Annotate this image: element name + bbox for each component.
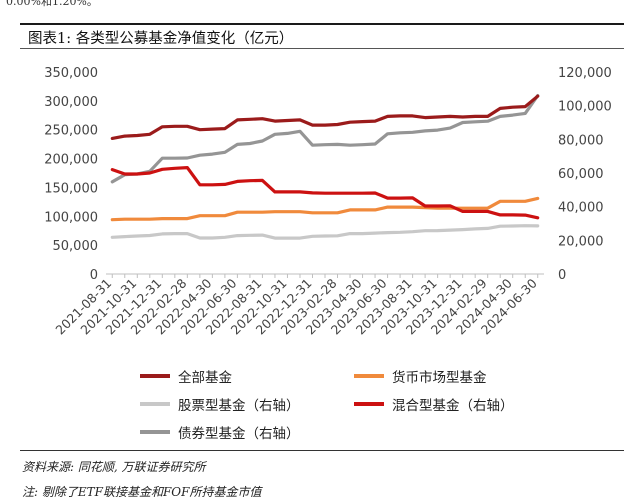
legend-swatch [354,402,384,406]
chart-legend: 全部基金 货币市场型基金股票型基金（右轴） 混合型基金（右轴） 债券型基金（右轴） [140,362,560,446]
y-left-tick-label: 350,000 [44,66,98,81]
legend-label: 货币市场型基金 [392,370,487,386]
y-right-tick-label: 40,000 [558,201,604,216]
legend-label: 混合型基金（右轴） [392,398,514,414]
legend-item-stock: 股票型基金（右轴） [140,394,300,414]
legend-swatch [140,402,170,406]
series-line-bond [110,93,540,184]
legend-item-money-market: 货币市场型基金 [354,366,487,386]
legend-swatch [354,374,384,378]
y-right-tick-label: 80,000 [558,133,604,148]
chart-title: 图表1: 各类型公募基金净值变化（亿元） [28,31,294,47]
legend-label: 全部基金 [178,370,232,386]
previous-text-fragment: 0.00%和1.20%。 [6,0,98,8]
legend-item-hybrid: 混合型基金（右轴） [354,394,514,414]
footnote: 注: 剔除了ETF联接基金和FOF所持基金市值 [22,485,262,499]
y-left-tick-label: 0 [90,268,98,283]
y-right-tick-label: 0 [558,268,566,283]
series-line-stock [110,224,540,240]
y-left-tick-label: 200,000 [44,153,98,168]
bottom-rule [20,450,624,451]
series-line-money-market [110,196,540,222]
y-left-tick-label: 300,000 [44,95,98,110]
y-left-tick-label: 150,000 [44,181,98,196]
y-right-tick-label: 60,000 [558,167,604,182]
y-right-tick-label: 100,000 [558,100,612,115]
title-rule [20,48,624,49]
legend-label: 股票型基金（右轴） [178,398,300,414]
y-left-tick-label: 50,000 [53,239,99,254]
legend-item-bond: 债券型基金（右轴） [140,422,300,442]
source-note: 资料来源: 同花顺, 万联证券研究所 [22,460,206,474]
y-right-tick-label: 20,000 [558,234,604,249]
legend-swatch [140,430,170,434]
top-rule [20,23,624,25]
legend-label: 债券型基金（右轴） [178,426,300,442]
series-line-all-funds [110,94,540,140]
legend-swatch [140,374,170,378]
legend-item-all-funds: 全部基金 [140,366,232,386]
y-left-tick-label: 250,000 [44,124,98,139]
y-left-tick-label: 100,000 [44,210,98,225]
y-right-tick-label: 120,000 [558,66,612,81]
series-line-hybrid [110,166,540,220]
